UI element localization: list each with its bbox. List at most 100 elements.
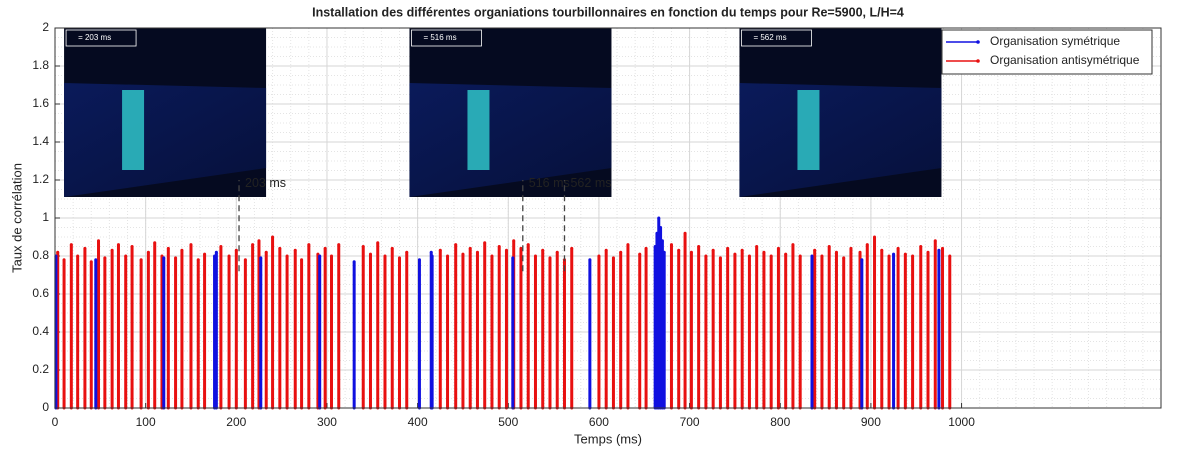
stem-marker bbox=[683, 231, 687, 235]
stem-marker bbox=[813, 248, 817, 252]
stem-marker bbox=[337, 243, 341, 247]
stem-marker bbox=[588, 258, 592, 262]
chart-title: Installation des différentes organiation… bbox=[312, 5, 904, 19]
marks bbox=[54, 216, 952, 410]
stem-marker bbox=[896, 246, 900, 250]
stem bbox=[264, 250, 268, 410]
stem bbox=[887, 254, 891, 410]
stem-marker bbox=[368, 252, 372, 256]
stem-marker bbox=[733, 252, 737, 256]
stem bbox=[541, 248, 545, 410]
stem bbox=[76, 254, 80, 410]
stem bbox=[733, 252, 737, 410]
stem-marker bbox=[259, 256, 263, 260]
stem-marker bbox=[130, 245, 134, 248]
stem-marker bbox=[383, 254, 387, 258]
stem bbox=[697, 245, 701, 410]
inset-flow bbox=[739, 83, 942, 197]
stem bbox=[873, 235, 877, 410]
stem-marker bbox=[180, 248, 184, 252]
inset-label-box bbox=[741, 29, 812, 47]
stem bbox=[174, 256, 178, 410]
stem bbox=[166, 246, 170, 410]
stem-marker bbox=[911, 254, 915, 258]
y-tick-label: 0.6 bbox=[32, 286, 49, 300]
stem-marker bbox=[110, 248, 114, 252]
x-tick-label: 300 bbox=[317, 415, 337, 429]
stem bbox=[638, 252, 642, 410]
stem-marker bbox=[352, 260, 356, 264]
stem bbox=[834, 250, 838, 410]
stem-marker bbox=[548, 256, 552, 260]
stem bbox=[941, 246, 945, 410]
stem-marker bbox=[490, 254, 494, 258]
stem bbox=[604, 248, 608, 410]
stem bbox=[94, 258, 98, 410]
stem bbox=[865, 243, 869, 410]
stem-marker bbox=[316, 252, 320, 256]
stem bbox=[293, 248, 297, 410]
stem bbox=[644, 246, 648, 410]
stem-marker bbox=[887, 254, 891, 258]
stem-marker bbox=[219, 245, 223, 248]
stem bbox=[880, 248, 884, 410]
x-tick-label: 100 bbox=[136, 415, 156, 429]
y-tick-label: 0.8 bbox=[32, 248, 49, 262]
x-tick-label: 400 bbox=[408, 415, 428, 429]
y-tick-label: 0 bbox=[42, 400, 49, 414]
stem bbox=[562, 258, 566, 410]
stem-marker bbox=[798, 254, 802, 258]
annotation-text: 203 ms bbox=[245, 176, 286, 190]
stem bbox=[842, 256, 846, 410]
stem bbox=[711, 248, 715, 410]
stem-marker bbox=[762, 250, 766, 254]
stem-marker bbox=[330, 254, 333, 258]
stem-marker bbox=[570, 246, 574, 250]
stem bbox=[153, 241, 157, 410]
stem bbox=[726, 246, 730, 410]
stem bbox=[919, 245, 923, 410]
stem-marker bbox=[203, 252, 207, 256]
stem-marker bbox=[644, 246, 648, 250]
y-tick-label: 0.4 bbox=[32, 324, 49, 338]
stem-marker bbox=[271, 235, 275, 239]
y-tick-label: 2 bbox=[42, 20, 49, 34]
stem bbox=[740, 248, 744, 410]
stem bbox=[468, 246, 472, 410]
stem-marker bbox=[429, 250, 433, 254]
stem-marker bbox=[784, 252, 788, 256]
stem-marker bbox=[116, 243, 120, 247]
annotation-text: 562 ms bbox=[570, 176, 611, 190]
stem bbox=[130, 245, 134, 410]
x-tick-label: 200 bbox=[226, 415, 246, 429]
stem-marker bbox=[669, 243, 673, 247]
y-tick-label: 1.4 bbox=[32, 134, 49, 148]
inset-image: = 203 ms bbox=[64, 28, 267, 197]
stem bbox=[933, 239, 937, 410]
stem bbox=[330, 254, 333, 410]
stem-marker bbox=[827, 245, 831, 248]
stem-marker bbox=[257, 239, 261, 243]
stem bbox=[570, 246, 574, 410]
stem-marker bbox=[611, 256, 615, 260]
legend-label: Organisation antisymétrique bbox=[990, 53, 1140, 67]
stem bbox=[704, 254, 708, 410]
stem-marker bbox=[438, 248, 442, 252]
stem-marker bbox=[97, 239, 101, 243]
stem-marker bbox=[454, 243, 458, 247]
stem-marker bbox=[638, 252, 642, 256]
stem-marker bbox=[677, 248, 681, 252]
stem bbox=[271, 235, 275, 410]
stem bbox=[597, 254, 601, 410]
stem-marker bbox=[160, 254, 164, 258]
stem bbox=[446, 254, 450, 410]
inset-jet bbox=[122, 90, 145, 170]
stem bbox=[438, 248, 442, 410]
inset-image: = 516 ms bbox=[409, 28, 612, 197]
stem-marker bbox=[858, 250, 862, 254]
stem-marker bbox=[234, 248, 238, 252]
stem bbox=[83, 246, 87, 410]
stem bbox=[533, 254, 537, 410]
stem-marker bbox=[512, 239, 516, 243]
stem-marker bbox=[94, 258, 98, 262]
